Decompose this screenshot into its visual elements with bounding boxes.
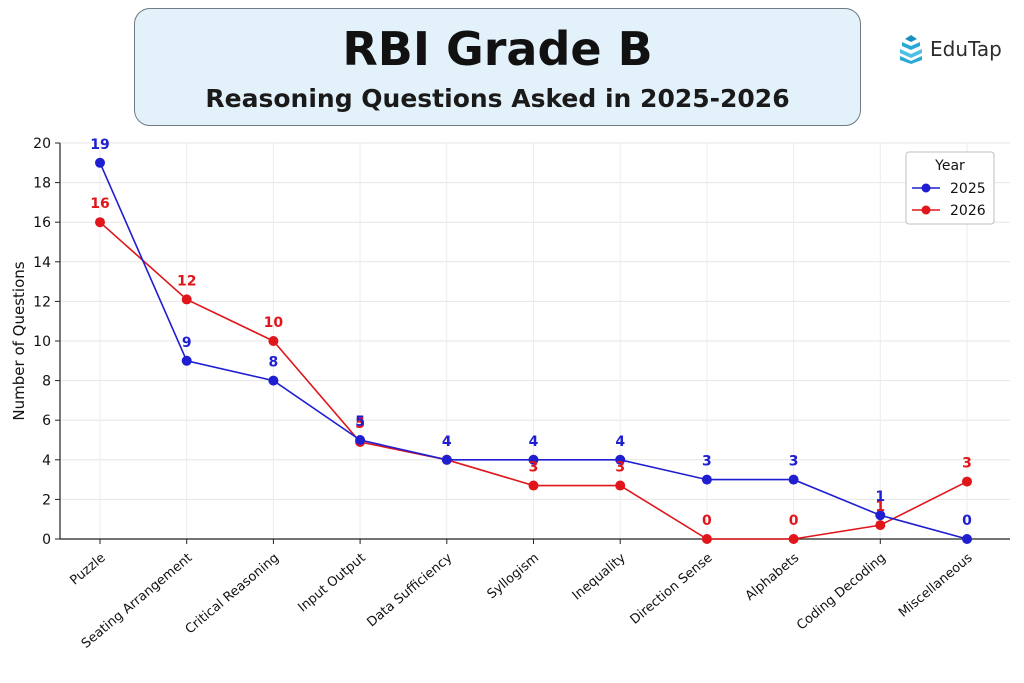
legend-swatch-marker [921, 183, 931, 193]
data-label-2025: 9 [182, 335, 192, 351]
data-label-2026: 3 [615, 460, 625, 476]
y-tick-label: 16 [33, 215, 51, 231]
y-tick-label: 6 [42, 413, 51, 429]
data-point-2025 [355, 435, 366, 445]
y-tick-label: 0 [42, 532, 51, 548]
data-point-2025 [181, 355, 192, 366]
legend: Year 2025 2026 [905, 151, 995, 225]
chart-subtitle: Reasoning Questions Asked in 2025-2026 [205, 84, 790, 113]
legend-entry: 2026 [950, 203, 986, 219]
data-label-2026: 3 [962, 456, 972, 472]
data-label-2025: 3 [702, 454, 712, 470]
x-tick-label: Puzzle [67, 551, 108, 589]
y-tick-label: 8 [42, 374, 51, 390]
data-label-2026: 3 [529, 460, 539, 476]
title-banner: RBI Grade B Reasoning Questions Asked in… [134, 8, 861, 126]
x-tick-label: Syllogism [485, 551, 542, 603]
brand-name: EduTap [930, 37, 1002, 61]
data-label-2025: 5 [355, 414, 365, 430]
data-point-2026 [701, 534, 712, 544]
data-point-2026 [95, 217, 105, 228]
data-point-2026 [528, 480, 539, 491]
y-tick-label: 20 [33, 136, 51, 152]
data-label-2026: 4 [442, 434, 452, 450]
y-tick-label: 2 [42, 492, 51, 508]
data-label-2026: 12 [177, 273, 196, 289]
y-axis-label: Number of Questions [10, 261, 28, 420]
y-tick-label: 12 [33, 294, 51, 310]
data-label-2025: 4 [615, 434, 625, 450]
data-point-2025 [788, 474, 799, 485]
data-label-2026: 0 [702, 513, 712, 529]
x-tick-label: Data Sufficiency [364, 550, 455, 630]
data-label-2025: 19 [90, 137, 109, 153]
data-label-2026: 10 [264, 315, 284, 331]
data-point-2026 [962, 476, 972, 487]
brand-logo: EduTap [897, 34, 1002, 64]
book-stack-icon [900, 35, 922, 64]
y-tick-label: 4 [42, 453, 51, 469]
data-point-2026 [615, 480, 626, 491]
x-tick-label: Critical Reasoning [183, 551, 282, 638]
data-point-2026 [875, 520, 886, 531]
data-point-2025 [95, 157, 105, 168]
x-tick-label: Miscellaneous [896, 550, 976, 620]
y-tick-label: 18 [33, 176, 51, 192]
data-point-2025 [441, 454, 452, 465]
grid [60, 142, 1010, 540]
data-label-2026: 16 [90, 196, 109, 212]
data-point-2026 [788, 534, 799, 544]
data-point-2025 [528, 454, 539, 465]
x-tick-label: Inequality [570, 550, 629, 603]
data-label-2025: 8 [269, 355, 279, 371]
x-tick-label: Input Output [295, 551, 368, 616]
data-point-2025 [875, 510, 886, 521]
data-label-2026: 5 [355, 416, 365, 432]
y-tick-label: 10 [33, 334, 51, 350]
x-tick-label: Coding Decoding [794, 551, 889, 634]
data-point-2026 [268, 336, 279, 346]
data-label-2025: 1 [875, 489, 885, 505]
data-label-2026: 0 [789, 513, 799, 529]
legend-swatch-marker [921, 205, 931, 215]
y-tick-label: 14 [33, 255, 51, 271]
chart-title: RBI Grade B [342, 22, 653, 76]
data-point-2026 [181, 294, 192, 305]
data-point-2025 [701, 474, 712, 485]
x-tick-label: Alphabets [743, 550, 803, 603]
data-label-2025: 4 [529, 434, 539, 450]
legend-entry: 2025 [950, 181, 986, 197]
legend-title: Year [934, 158, 965, 174]
data-label-2025: 3 [789, 454, 799, 470]
data-label-2025: 4 [442, 434, 452, 450]
data-point-2025 [962, 534, 972, 544]
data-label-2025: 0 [962, 513, 972, 529]
series-points [95, 157, 972, 544]
x-tick-label: Direction Sense [628, 551, 716, 628]
data-label-2026: 1 [875, 499, 885, 515]
data-point-2025 [268, 375, 279, 386]
data-point-2025 [615, 454, 626, 465]
